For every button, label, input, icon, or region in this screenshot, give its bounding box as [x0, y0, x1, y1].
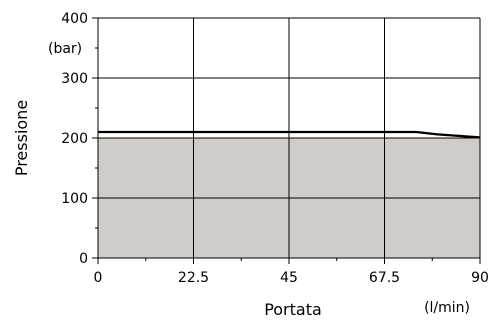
grid-layer — [98, 17, 481, 258]
series-line-0 — [98, 130, 481, 139]
y-tick-label-3: 300 — [61, 71, 88, 87]
y-tick-label-2: 200 — [61, 131, 88, 147]
y-tick-label-0: 0 — [79, 251, 88, 267]
x-axis-label: Portata — [264, 300, 322, 319]
y-tick-label-4: 400 — [61, 11, 88, 27]
x-tick-label-3: 67.5 — [369, 270, 400, 286]
x-tick-label-0: 0 — [94, 270, 103, 286]
axis-layer — [92, 17, 481, 264]
x-unit-label: (l/min) — [424, 300, 470, 316]
y-tick-label-1: 100 — [61, 191, 88, 207]
y-unit-label: (bar) — [48, 41, 82, 57]
series-layer — [97, 130, 481, 139]
label-layer: 0 100 200 300 400 0 22.5 45 67.5 90 — [61, 11, 489, 286]
x-tick-label-1: 22.5 — [178, 270, 209, 286]
x-tick-label-2: 45 — [280, 270, 298, 286]
x-tick-label-4: 90 — [471, 270, 489, 286]
y-axis-label: Pressione — [12, 100, 31, 176]
